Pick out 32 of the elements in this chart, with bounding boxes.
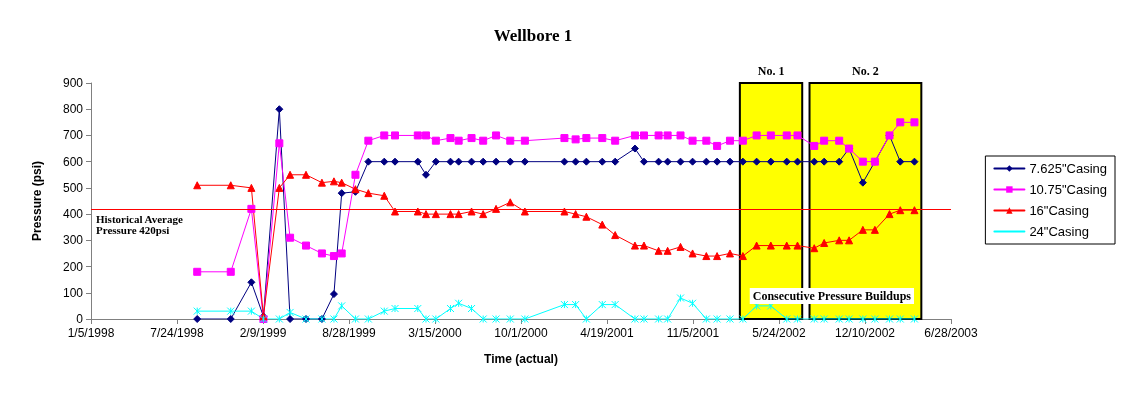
y-tick-label: 500 — [62, 180, 84, 195]
annotation: Consecutive Pressure Buildups — [752, 289, 912, 303]
x-tick-label: 5/24/2002 — [752, 326, 807, 340]
x-tick-label: 12/10/2002 — [834, 326, 896, 340]
y-axis-title: Pressure (psi) — [30, 160, 44, 242]
x-tick-label: 7/24/1998 — [150, 326, 205, 340]
band-label: No. 2 — [852, 64, 879, 78]
chart-title: Wellbore 1 — [493, 26, 573, 45]
legend-label: 16"Casing — [1029, 203, 1089, 218]
y-tick-label: 400 — [62, 207, 84, 222]
y-tick-label: 0 — [76, 312, 84, 326]
x-tick-label: 10/1/2000 — [494, 326, 549, 340]
x-tick-label: 3/15/2000 — [408, 326, 463, 340]
band-label: No. 1 — [757, 64, 785, 78]
y-tick-label: 800 — [62, 102, 84, 117]
x-tick-label: 2/9/1999 — [239, 326, 287, 340]
x-axis-title: Time (actual) — [484, 352, 558, 366]
legend-label: 24"Casing — [1029, 224, 1089, 239]
y-tick-label: 200 — [62, 259, 84, 274]
y-tick-label: 300 — [62, 233, 84, 248]
x-tick-label: 4/19/2001 — [580, 326, 635, 340]
x-tick-label: 6/28/2003 — [924, 326, 979, 340]
y-tick-label: 700 — [62, 128, 84, 143]
legend-label: 10.75"Casing — [1029, 182, 1108, 197]
x-tick-label: 8/28/1999 — [322, 326, 377, 340]
y-tick-label: 100 — [62, 285, 84, 300]
x-tick-label: 11/5/2001 — [666, 326, 720, 340]
x-tick-label: 1/5/1998 — [67, 326, 115, 340]
y-tick-label: 600 — [62, 154, 84, 169]
legend-label: 7.625"Casing — [1029, 161, 1108, 176]
y-tick-label: 900 — [62, 76, 84, 90]
ref-line-label: Historical Average Pressure 420psi — [96, 213, 186, 237]
